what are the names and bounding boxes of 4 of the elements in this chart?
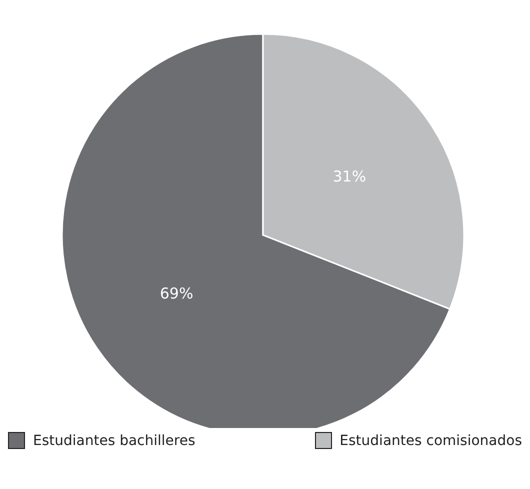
data-label: 31% (332, 167, 366, 186)
legend-label: Estudiantes comisionados (340, 432, 522, 448)
data-label: 69% (160, 284, 194, 303)
legend-label: Estudiantes bachilleres (33, 432, 196, 448)
